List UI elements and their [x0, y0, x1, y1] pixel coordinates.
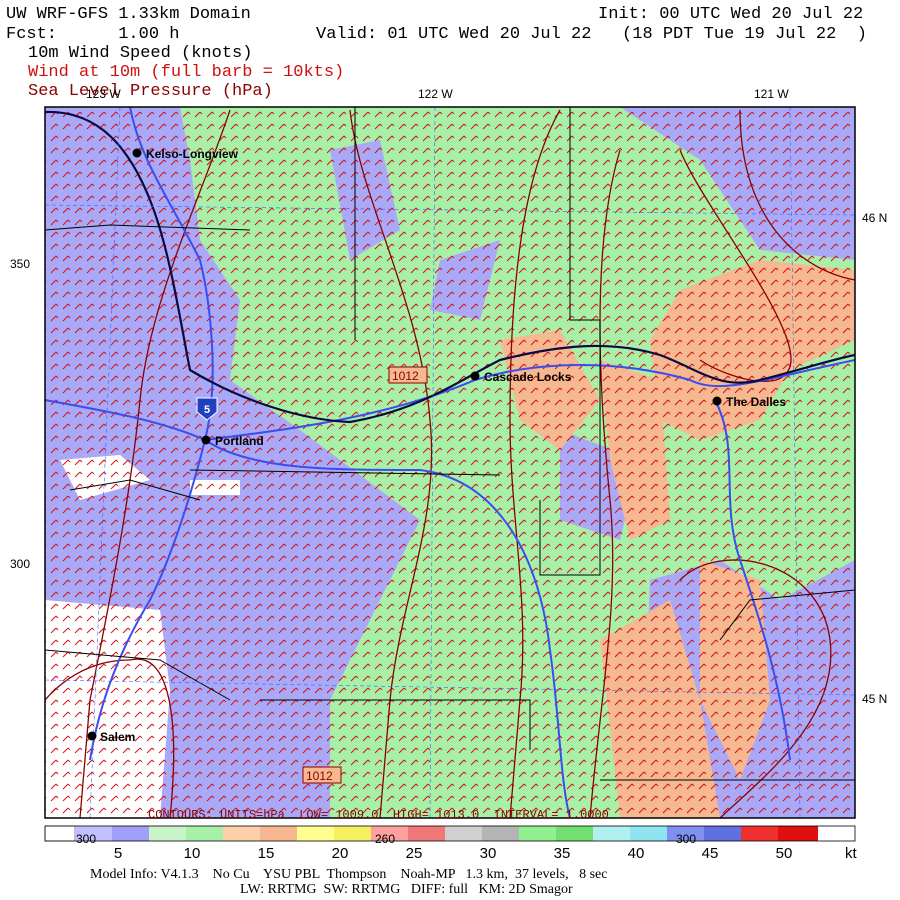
longitude-label: 121 W [754, 87, 789, 101]
isobar-label: 1012 [306, 769, 333, 783]
field-label: Wind at 10m (full barb = 10kts) [28, 63, 344, 82]
colorbar-label: 45 [702, 845, 719, 862]
isobar-label-box [388, 366, 428, 384]
colorbar-unit: kt [845, 845, 858, 862]
forecast-hour: Fcst: 1.00 h [6, 25, 179, 44]
colorbar-label: 50 [776, 845, 793, 862]
colorbar-labels: 5 10 15 20 25 30 35 40 45 50 [114, 845, 793, 862]
map-field [45, 107, 855, 818]
grid-label: 300 [76, 832, 96, 846]
interstate-shield [196, 397, 218, 421]
city-marker [712, 396, 722, 406]
city-label: Kelso-Longview [146, 147, 239, 161]
city-marker [87, 731, 97, 741]
city-label: Portland [215, 434, 264, 448]
field-label: 10m Wind Speed (knots) [28, 44, 252, 63]
city-label: Cascade Locks [484, 370, 572, 384]
city-marker [132, 148, 142, 158]
colorbar-label: 20 [332, 845, 349, 862]
isobar-label: 1012 [392, 369, 419, 383]
longitude-label: 123 W [86, 87, 121, 101]
colorbar-label: 30 [480, 845, 497, 862]
city-label: The Dalles [726, 395, 786, 409]
colorbar-label: 15 [258, 845, 275, 862]
colorbar-label: 25 [406, 845, 423, 862]
city-marker [470, 371, 480, 381]
grid-label: 300 [676, 832, 696, 846]
isobar-label-box [302, 766, 342, 784]
city-marker [201, 435, 211, 445]
colorbar [44, 825, 856, 842]
cities: Kelso-Longview Cascade Locks Portland Th… [87, 147, 786, 744]
footer-line: Model Info: V4.1.3 No Cu YSU PBL Thompso… [90, 867, 607, 882]
interstate-label: 5 [204, 404, 210, 416]
contour-info: CONTOURS: UNITS=hPa LOW= 1009.0 HIGH= 10… [148, 808, 609, 822]
title: UW WRF-GFS 1.33km Domain [6, 5, 251, 24]
init-time: Init: 00 UTC Wed 20 Jul 22 [598, 5, 863, 24]
isobars [45, 109, 855, 818]
footer-line: LW: RRTMG SW: RRTMG DIFF: full KM: 2D Sm… [240, 882, 573, 897]
county-lines [45, 107, 855, 781]
colorbar-label: 5 [114, 845, 122, 862]
grid-label: 350 [10, 257, 30, 271]
colorbar-label: 35 [554, 845, 571, 862]
valid-time: Valid: 01 UTC Wed 20 Jul 22 (18 PDT Tue … [316, 25, 867, 44]
city-label: Salem [100, 730, 135, 744]
state-border [45, 110, 855, 424]
grid-label: 300 [10, 557, 30, 571]
latitude-label: 46 N [862, 211, 887, 225]
map-frame [44, 106, 856, 819]
grid-label: 260 [375, 832, 395, 846]
latitude-label: 45 N [862, 692, 887, 706]
field-label: Sea Level Pressure (hPa) [28, 82, 273, 101]
colorbar-label: 40 [628, 845, 645, 862]
colorbar-label: 10 [184, 845, 201, 862]
longitude-label: 122 W [418, 87, 453, 101]
